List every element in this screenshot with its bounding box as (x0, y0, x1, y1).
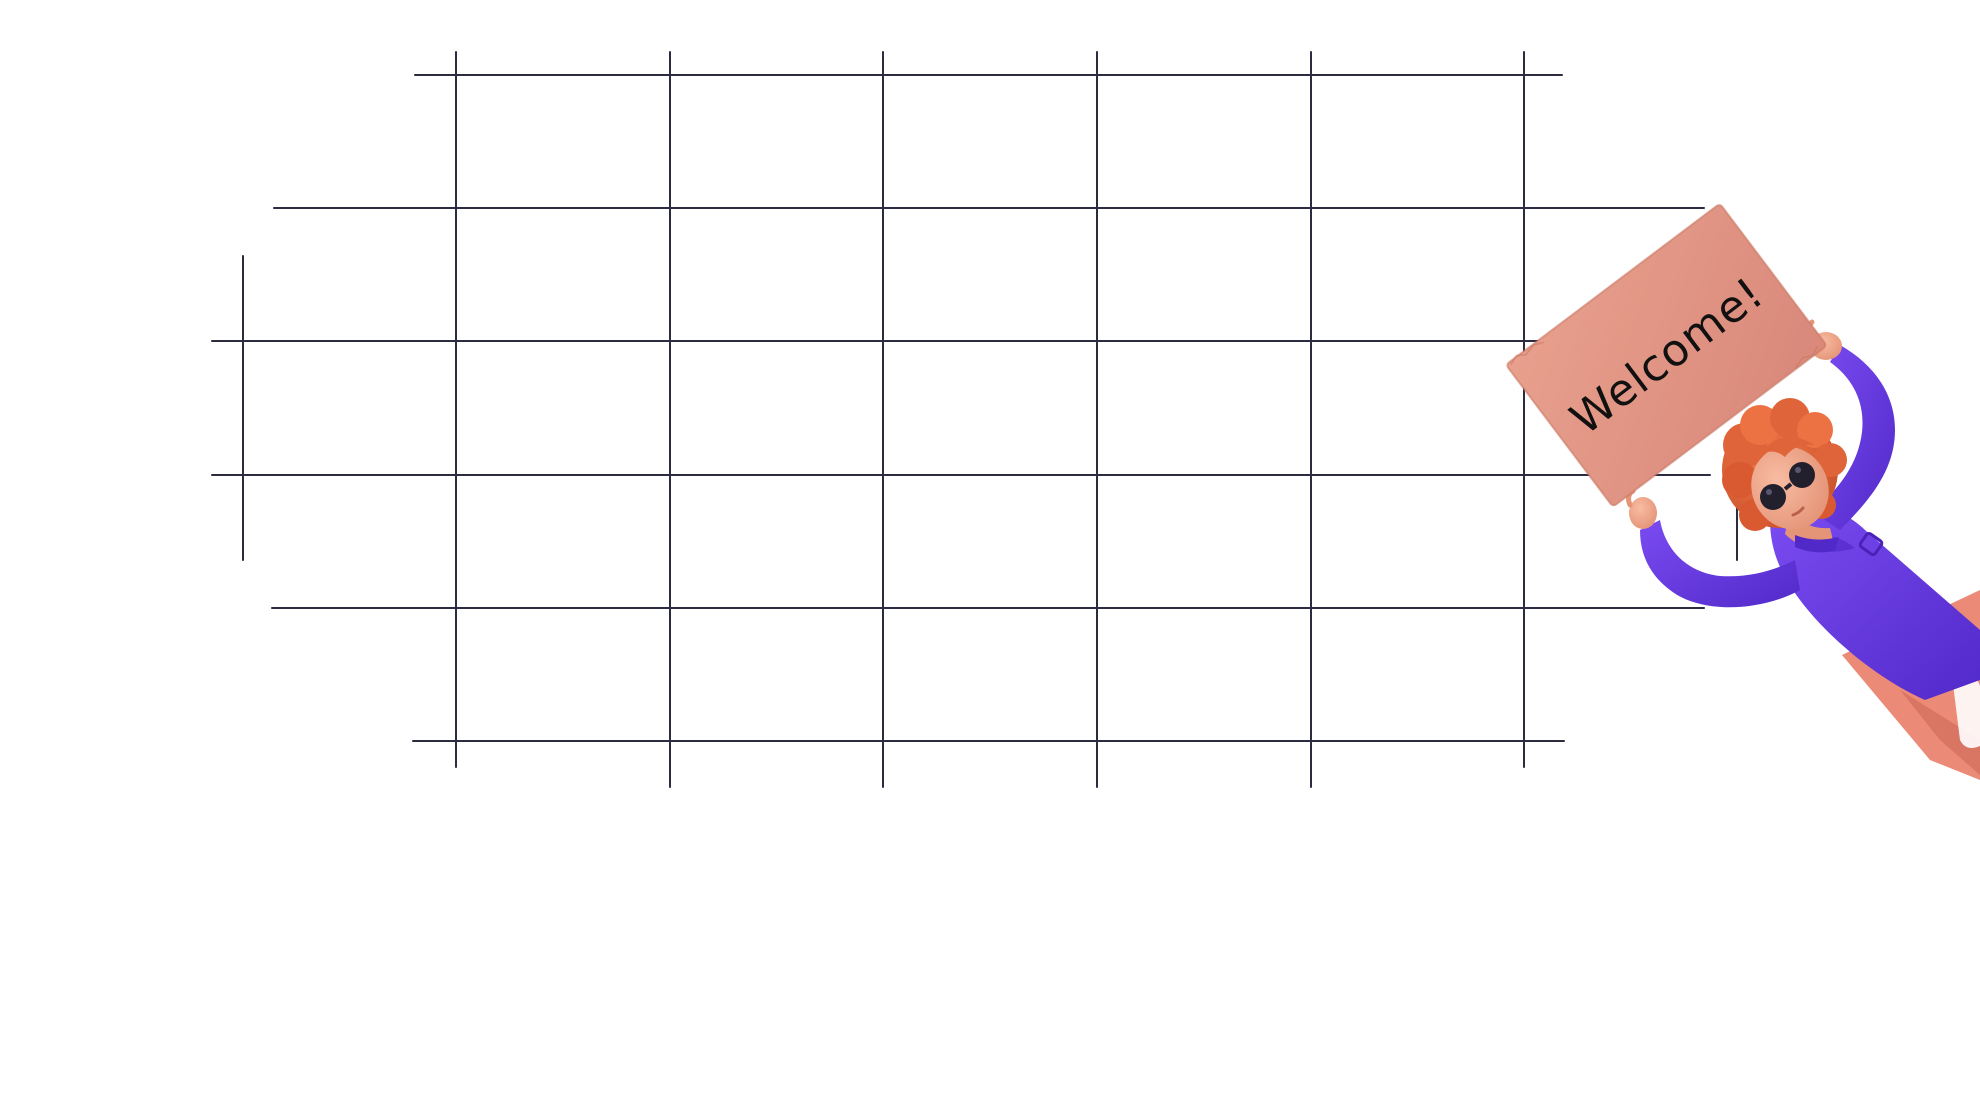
head (1722, 398, 1847, 531)
welcome-sign: Welcome! (1506, 204, 1827, 507)
sunglasses (1760, 462, 1815, 510)
